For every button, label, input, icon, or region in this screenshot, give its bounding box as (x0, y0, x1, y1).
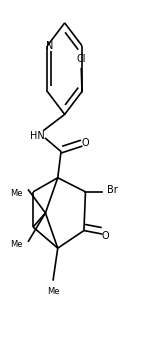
Text: Me: Me (10, 240, 22, 249)
Text: Me: Me (47, 287, 59, 296)
Text: O: O (102, 231, 109, 241)
Text: Br: Br (107, 185, 118, 195)
Text: Me: Me (10, 189, 22, 198)
Text: HN: HN (30, 131, 45, 140)
Text: O: O (82, 138, 90, 148)
Text: Cl: Cl (77, 55, 86, 64)
Text: N: N (46, 41, 53, 51)
